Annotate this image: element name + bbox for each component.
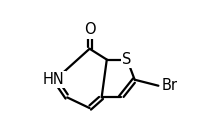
Text: Br: Br <box>162 78 178 93</box>
Text: O: O <box>84 22 95 37</box>
Text: HN: HN <box>43 72 64 87</box>
Text: S: S <box>122 52 132 67</box>
